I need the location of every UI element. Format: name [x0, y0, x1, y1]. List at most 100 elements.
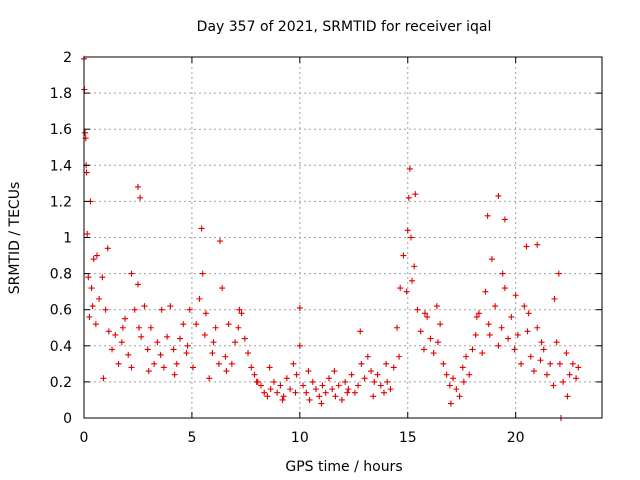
data-point — [543, 371, 550, 378]
data-point — [222, 353, 229, 360]
data-point — [293, 371, 300, 378]
x-axis-label: GPS time / hours — [285, 459, 402, 475]
data-point — [443, 371, 450, 378]
data-point — [215, 360, 222, 367]
data-point — [486, 331, 493, 338]
data-point — [171, 371, 178, 378]
data-point — [177, 335, 184, 342]
y-axis-label: SRMTID / TECUs — [7, 182, 23, 295]
data-point — [371, 378, 378, 385]
data-point — [473, 313, 480, 320]
data-point — [534, 324, 541, 331]
data-point — [409, 277, 416, 284]
data-point — [329, 386, 336, 393]
data-point — [555, 270, 562, 277]
data-point — [564, 393, 571, 400]
data-point — [525, 310, 532, 317]
data-point — [456, 393, 463, 400]
data-point — [241, 335, 248, 342]
data-point — [361, 375, 368, 382]
data-point — [180, 321, 187, 328]
y-tick-label: 1 — [63, 231, 72, 247]
data-point — [85, 274, 92, 281]
data-point — [404, 227, 411, 234]
y-tick-label: 0.8 — [50, 267, 72, 283]
data-point — [566, 371, 573, 378]
data-point — [318, 400, 325, 407]
data-point — [189, 364, 196, 371]
y-tick-label: 2 — [63, 50, 72, 66]
x-tick-label: 0 — [80, 430, 89, 446]
data-point — [86, 313, 93, 320]
data-point — [534, 241, 541, 248]
data-point — [274, 389, 281, 396]
data-point — [322, 389, 329, 396]
data-point — [184, 342, 191, 349]
data-point — [303, 389, 310, 396]
data-point — [463, 353, 470, 360]
data-point — [209, 350, 216, 357]
data-point — [232, 339, 239, 346]
data-point — [550, 382, 557, 389]
data-point — [267, 386, 274, 393]
data-point — [460, 378, 467, 385]
data-point — [422, 310, 429, 317]
data-point — [287, 386, 294, 393]
data-point — [144, 346, 151, 353]
data-point — [370, 393, 377, 400]
data-point — [427, 335, 434, 342]
data-point — [447, 400, 454, 407]
data-point — [501, 285, 508, 292]
y-tick-label: 0 — [63, 411, 72, 427]
data-point — [206, 375, 213, 382]
data-point — [223, 368, 230, 375]
data-points — [81, 55, 582, 421]
data-point — [501, 216, 508, 223]
data-point — [482, 288, 489, 295]
data-point — [342, 378, 349, 385]
data-point — [122, 315, 129, 322]
data-point — [335, 382, 342, 389]
data-point — [225, 321, 232, 328]
data-point — [300, 382, 307, 389]
data-point — [238, 310, 245, 317]
data-point — [280, 393, 287, 400]
data-point — [235, 324, 242, 331]
data-point — [469, 346, 476, 353]
data-point — [137, 194, 144, 201]
data-point — [553, 339, 560, 346]
data-point — [450, 375, 457, 382]
data-point — [147, 324, 154, 331]
data-point — [183, 350, 190, 357]
data-point — [83, 169, 90, 176]
x-tick-label: 20 — [507, 430, 525, 446]
data-point — [309, 378, 316, 385]
data-point — [216, 238, 223, 245]
data-point — [212, 324, 219, 331]
data-point — [358, 360, 365, 367]
data-point — [368, 368, 375, 375]
data-point — [407, 234, 414, 241]
data-point — [488, 256, 495, 263]
data-point — [115, 360, 122, 367]
data-point — [331, 368, 338, 375]
data-point — [128, 270, 135, 277]
data-point — [387, 386, 394, 393]
data-point — [527, 353, 534, 360]
data-point — [164, 333, 171, 340]
data-point — [338, 396, 345, 403]
data-point — [82, 129, 89, 136]
data-point — [228, 360, 235, 367]
data-point — [125, 351, 132, 358]
data-point — [138, 333, 145, 340]
data-point — [290, 360, 297, 367]
data-point — [446, 382, 453, 389]
y-tick-label: 1.2 — [50, 194, 72, 210]
y-tick-label: 1.6 — [50, 122, 72, 138]
data-point — [374, 371, 381, 378]
data-point — [512, 292, 519, 299]
data-point — [264, 393, 271, 400]
data-point — [145, 368, 152, 375]
